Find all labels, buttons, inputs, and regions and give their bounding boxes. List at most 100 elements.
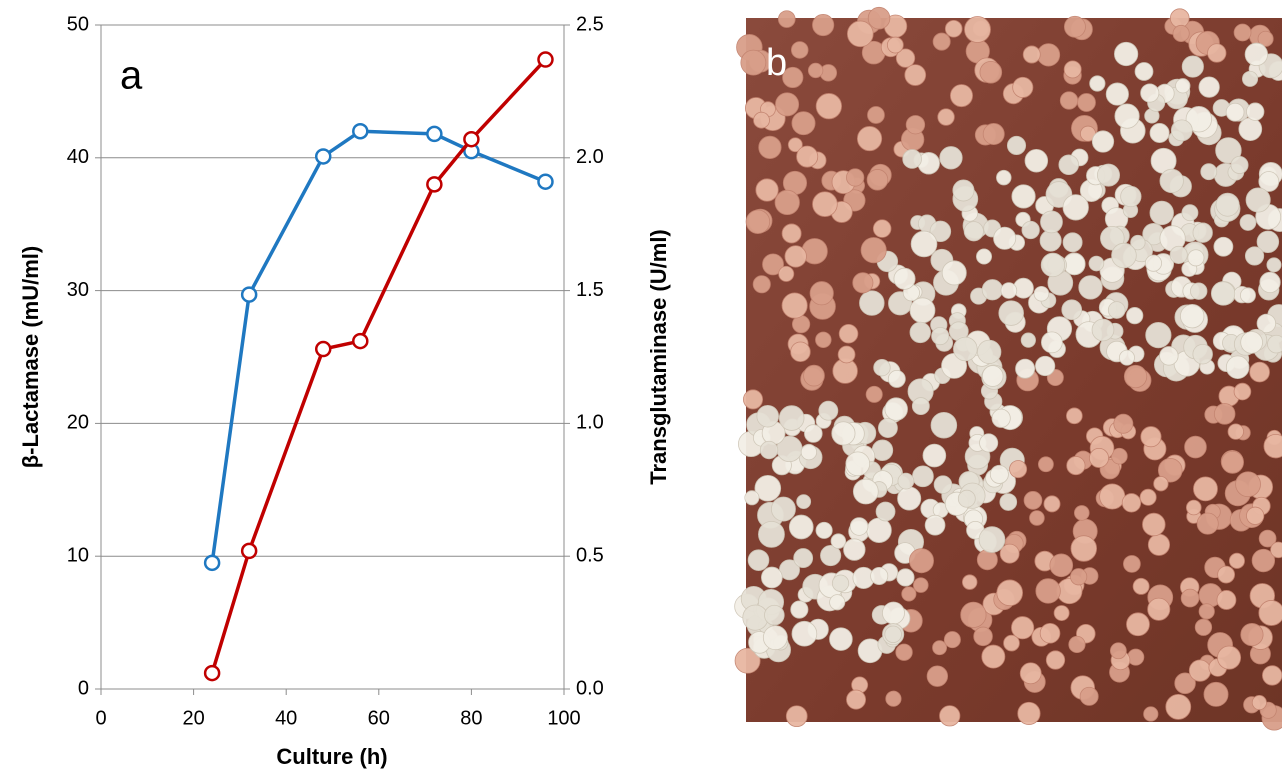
colony [999,301,1024,326]
colony [1141,84,1159,102]
colony [938,109,955,126]
colony [758,521,784,547]
colony [1182,56,1203,77]
colony [1145,255,1161,271]
colony [1114,42,1137,65]
colony [927,666,948,687]
y2-tick-label: 1.5 [576,279,604,301]
colony [764,605,784,625]
y2-tick-label: 2.0 [576,146,604,168]
y-tick-label: 0 [78,677,89,699]
colony [1214,237,1233,256]
colony [897,569,914,586]
colony [911,231,937,257]
colony [847,690,866,709]
colony [1150,123,1169,142]
line [212,131,545,563]
y2-tick-label: 0.5 [576,544,604,566]
colony [882,602,904,624]
colony [815,332,831,348]
colony [1123,555,1140,572]
colony [853,273,873,293]
colony [791,601,808,618]
colony [898,473,914,489]
colony [1211,282,1235,306]
colony [1060,92,1078,110]
colony [791,42,808,59]
colony [797,146,818,167]
colony [1246,103,1264,121]
colony [974,627,993,646]
colony [1166,694,1191,719]
marker [242,544,256,558]
colony [887,37,903,53]
colony [1234,383,1251,400]
colony [1239,118,1262,141]
colony [1240,288,1255,303]
colony [745,491,759,505]
colony [944,632,960,648]
colony [1020,663,1041,684]
colony [1236,472,1261,497]
colony [912,466,933,487]
colony [1016,359,1035,378]
colony [894,268,915,289]
colony [804,425,822,443]
colony [1222,451,1244,473]
colony [1092,131,1113,152]
x-tick-label: 80 [460,707,482,729]
colony [1260,272,1280,292]
y2-tick-label: 2.5 [576,13,604,35]
colony [1080,687,1098,705]
colony [741,50,766,75]
colony [1267,258,1281,272]
colony [1044,496,1060,512]
colony [1160,169,1184,193]
colony [940,147,962,169]
colony [832,422,855,445]
marker [353,124,367,138]
colony [876,502,895,521]
y-tick-label: 30 [67,279,89,301]
y-tick-label: 50 [67,13,89,35]
colony [1186,500,1201,515]
colony [1108,302,1125,319]
colony [1144,707,1158,721]
colony [1079,276,1102,299]
colony [1018,702,1040,724]
colony [1054,606,1069,621]
colony [1170,9,1189,28]
panel-label: a [120,54,143,98]
colony [830,628,853,651]
colony [1064,61,1081,78]
y-tick-label: 40 [67,146,89,168]
colony [1185,436,1207,458]
x-axis-title: Culture (h) [276,744,387,769]
colony [779,406,804,431]
colony [1160,347,1179,366]
colony [1030,511,1045,526]
colony [756,179,778,201]
colony [1007,136,1025,154]
y-axis-title: β-Lactamase (mU/ml) [18,246,43,469]
colony [996,170,1011,185]
colony [1012,185,1035,208]
colony [909,549,933,573]
colony [1126,613,1149,636]
colony [976,249,991,264]
colony [1214,404,1235,425]
colony [1242,71,1257,86]
colony [759,136,781,158]
colony [1022,221,1039,238]
colony [1245,247,1263,265]
colony [934,476,952,494]
colony [1268,335,1282,353]
colony [962,575,977,590]
colony [1217,646,1240,669]
marker [538,53,552,67]
colony [982,366,1003,387]
colony [1066,408,1082,424]
colony [846,452,870,476]
colony [1148,598,1170,620]
colony [760,441,778,459]
